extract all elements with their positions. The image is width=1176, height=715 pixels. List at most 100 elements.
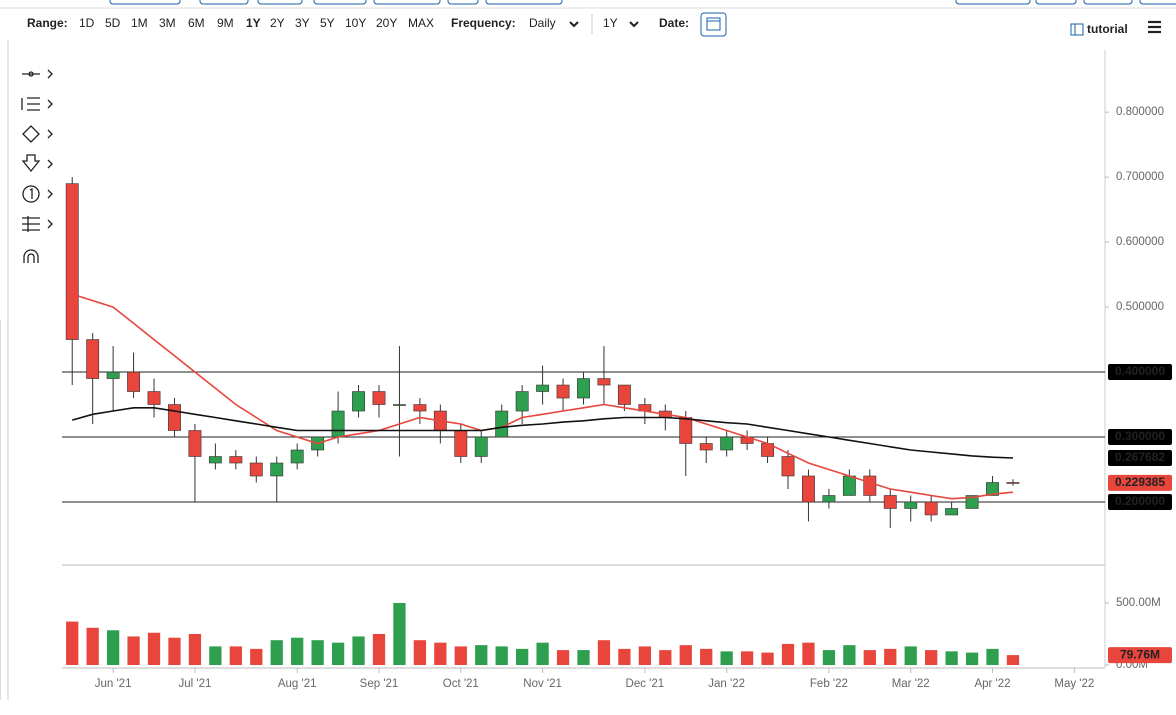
candle-body (945, 508, 959, 516)
range-button[interactable]: 3Y (295, 16, 310, 30)
top-button[interactable] (485, 0, 563, 5)
range-button[interactable]: 5D (105, 16, 121, 30)
candle-body (617, 384, 631, 405)
candle-body (65, 183, 79, 340)
x-tick-label: Nov '21 (523, 678, 562, 690)
price-badge (1108, 474, 1172, 491)
frequency-label: Frequency: (451, 16, 516, 30)
volume-bar (188, 633, 202, 665)
volume-bar (291, 637, 304, 665)
volume-bar (556, 650, 570, 665)
candle-body (208, 456, 222, 464)
price-badge-label: 79.76M (1120, 647, 1160, 661)
volume-bar (904, 646, 917, 665)
period-select[interactable]: 1Y (603, 16, 618, 30)
range-button[interactable]: 5Y (320, 16, 335, 30)
range-button[interactable]: 10Y (345, 16, 366, 30)
price-badge (1108, 450, 1172, 467)
price-badge-label: 0.200000 (1115, 494, 1165, 508)
candle-body (802, 475, 815, 503)
candle-body (474, 436, 488, 457)
volume-bar (393, 602, 406, 665)
y-tick-label: 0.500000 (1116, 301, 1164, 313)
x-tick-label: Feb '22 (810, 678, 848, 690)
candle-body (904, 501, 918, 509)
volume-bar (945, 651, 958, 665)
range-button[interactable]: 9M (217, 16, 234, 30)
volume-bar (577, 650, 590, 665)
candle-body (699, 443, 713, 451)
candle-body (720, 436, 734, 451)
volume-bar (127, 636, 140, 665)
price-badge (1108, 647, 1172, 664)
frequency-select[interactable]: Daily (529, 16, 556, 30)
drawing-tools[interactable] (21, 69, 53, 263)
top-button[interactable] (313, 0, 367, 5)
top-button[interactable] (447, 0, 479, 5)
price-badge (1108, 493, 1172, 510)
volume-bar (659, 650, 672, 665)
range-button[interactable]: 6M (188, 16, 205, 30)
volume-bar (475, 645, 488, 665)
volume-bar (1006, 655, 1020, 665)
x-tick-label: Mar '22 (892, 678, 930, 690)
x-tick-label: Dec '21 (626, 678, 665, 690)
top-button[interactable] (1083, 0, 1133, 5)
candle-body (781, 456, 795, 477)
volume-bar (802, 642, 815, 665)
volume-bar (843, 645, 856, 665)
top-button[interactable] (257, 0, 303, 5)
volume-bar (720, 651, 733, 665)
volume-bar (311, 640, 324, 665)
moving-average (71, 293, 1014, 500)
candle-body (393, 404, 406, 406)
dropdown-chevron[interactable] (629, 21, 639, 28)
range-label: Range: (27, 16, 68, 30)
volume-bar (536, 642, 549, 665)
range-button[interactable]: 1D (79, 16, 95, 30)
volume-bar (434, 642, 447, 665)
x-tick-label: May '22 (1054, 678, 1094, 690)
candle-body (883, 495, 897, 509)
top-button[interactable] (373, 0, 441, 5)
candle-body (372, 391, 386, 405)
top-button[interactable] (199, 0, 249, 5)
price-badge (1108, 364, 1172, 381)
volume-bar (679, 645, 692, 665)
range-button[interactable]: 1Y (246, 16, 261, 30)
range-button[interactable]: MAX (408, 16, 434, 30)
candle-body (127, 371, 141, 392)
volume-bar (229, 646, 242, 665)
y-tick-label: 0.600000 (1116, 236, 1164, 248)
top-button[interactable] (1139, 0, 1176, 5)
tutorial-link[interactable]: tutorial (1087, 22, 1128, 36)
candle-body (842, 475, 856, 496)
candle-body (515, 391, 529, 412)
date-picker[interactable] (700, 12, 727, 37)
candle-body (290, 449, 304, 464)
range-button[interactable]: 1M (131, 16, 148, 30)
volume-bar (209, 646, 222, 665)
candle-body (556, 384, 570, 399)
tutorial-icon[interactable] (1070, 23, 1084, 36)
top-button[interactable] (1035, 0, 1077, 5)
range-button[interactable]: 3M (159, 16, 176, 30)
candle-body (986, 482, 999, 496)
volume-tick-label: 500.00M (1116, 597, 1161, 609)
candle-body (577, 378, 590, 399)
range-button[interactable]: 2Y (270, 16, 285, 30)
x-tick-label: Jan '22 (708, 678, 745, 690)
candle-body (924, 501, 938, 516)
range-button[interactable]: 20Y (376, 16, 397, 30)
top-button[interactable] (109, 0, 181, 5)
price-badge-label: 0.400000 (1115, 364, 1165, 378)
candle-body (331, 410, 345, 438)
top-button[interactable] (955, 0, 1031, 5)
x-tick-label: Jul '21 (178, 678, 211, 690)
dropdown-chevron[interactable] (569, 21, 579, 28)
date-label: Date: (659, 16, 689, 30)
volume-bar (925, 650, 938, 665)
candle-body (106, 371, 120, 379)
menu-icon[interactable] (1148, 20, 1161, 34)
